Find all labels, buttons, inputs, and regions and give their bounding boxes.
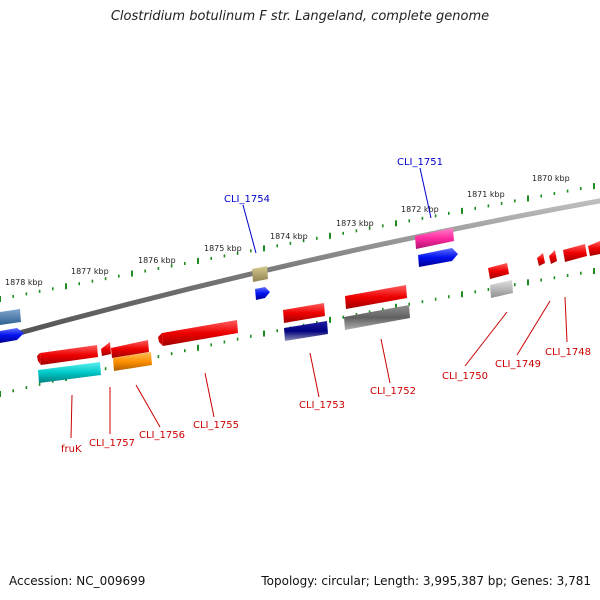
- gene-label-cli-1749[interactable]: CLI_1749: [495, 359, 541, 370]
- gene-label-cli-1748[interactable]: CLI_1748: [545, 347, 591, 358]
- gene-cli-1751[interactable]: [415, 228, 458, 267]
- genome-summary-text: Topology: circular; Length: 3,995,387 bp…: [261, 574, 591, 588]
- gene-label-cli-1757[interactable]: CLI_1757: [89, 438, 135, 449]
- kbp-label-1873: 1873 kbp: [336, 219, 374, 228]
- kbp-label-1876: 1876 kbp: [138, 256, 176, 265]
- gene-label-cli-1756[interactable]: CLI_1756: [139, 430, 185, 441]
- genome-backbone: [0, 198, 600, 341]
- gene-cli-1750[interactable]: [488, 263, 513, 298]
- gene-label-cli-1752[interactable]: CLI_1752: [370, 386, 416, 397]
- kbp-label-1875: 1875 kbp: [204, 244, 242, 253]
- gene-cli-1748[interactable]: [563, 241, 600, 262]
- gene-label-cli-1754[interactable]: CLI_1754: [224, 194, 270, 205]
- kbp-label-1877: 1877 kbp: [71, 267, 109, 276]
- gene-frukk[interactable]: [37, 345, 101, 383]
- gene-cli-1754[interactable]: [252, 266, 270, 300]
- accession-text: Accession: NC_009699: [9, 574, 146, 588]
- gene-cli-1752[interactable]: [344, 285, 410, 330]
- gene-cli-1756[interactable]: [111, 340, 152, 371]
- gene-cli-1757[interactable]: [101, 342, 111, 356]
- kbp-label-1870: 1870 kbp: [532, 174, 570, 183]
- kbp-label-1874: 1874 kbp: [270, 232, 308, 241]
- leader-lines: [70, 167, 568, 439]
- gene-cli-1755[interactable]: [158, 320, 238, 346]
- gene-label-cli-1753[interactable]: CLI_1753: [299, 400, 345, 411]
- kbp-label-1878: 1878 kbp: [5, 278, 43, 287]
- map-title: Clostridium botulinum F str. Langeland, …: [110, 9, 490, 24]
- gene-left-blue[interactable]: [0, 309, 24, 343]
- gene-label-cli-1750[interactable]: CLI_1750: [442, 371, 488, 382]
- gene-label-cli-1751[interactable]: CLI_1751: [397, 157, 443, 168]
- scale-ticks-top: [0, 183, 595, 302]
- gene-cli-1749[interactable]: [537, 250, 557, 266]
- gene-label-fruk[interactable]: fruK: [61, 444, 82, 455]
- gene-label-cli-1755[interactable]: CLI_1755: [193, 420, 239, 431]
- kbp-label-1871: 1871 kbp: [467, 190, 505, 199]
- kbp-label-1872: 1872 kbp: [401, 205, 439, 214]
- gene-cli-1753[interactable]: [283, 303, 328, 341]
